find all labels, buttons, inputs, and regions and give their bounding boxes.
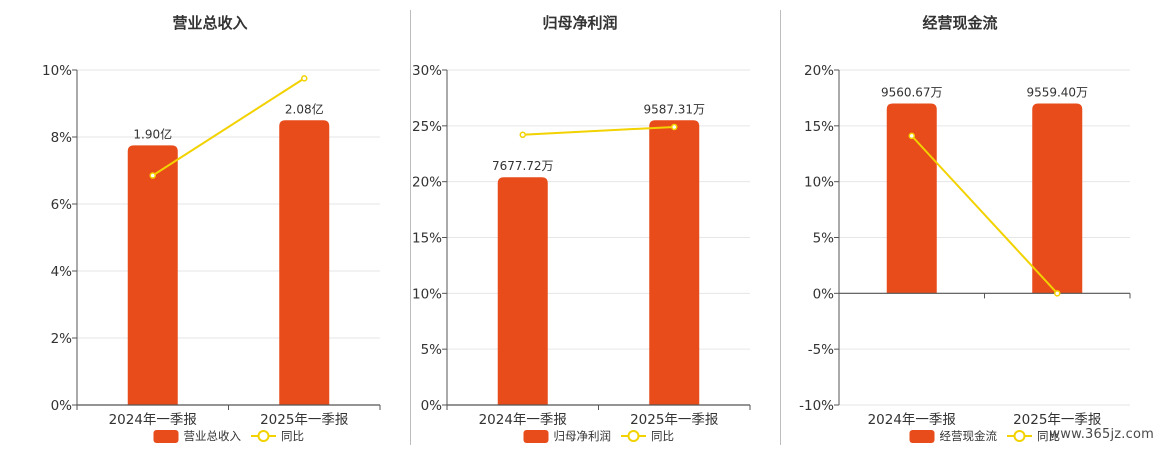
yoy-point [519,131,526,139]
chart-title: 营业总收入 [172,14,247,32]
yoy-line [152,77,305,177]
panel-divider [410,10,411,445]
watermark: www.365jz.com [1049,427,1154,442]
yoy-point [671,123,678,131]
y-tick-label: 15% [412,231,442,247]
y-tick-label: 20% [804,63,834,79]
yoy-line [522,125,675,136]
legend-line-marker [257,430,270,442]
bar [279,120,330,405]
y-tick-label: 20% [412,175,442,191]
yoy-point [1054,290,1061,297]
y-tick-label: 10% [804,175,834,191]
y-tick-label: 6% [51,197,73,213]
chart-title: 归母净利润 [542,14,617,32]
bar-data-label: 1.90亿 [133,126,172,141]
x-tick-label: 2024年一季报 [868,412,956,428]
legend-bar-label: 归母净利润 [554,429,612,443]
bar [886,103,937,294]
bar [127,145,178,405]
bar-data-label: 7677.72万 [492,159,554,173]
y-tick-label: 5% [421,342,443,358]
bar [1032,103,1083,294]
y-tick-label: -5% [808,342,834,358]
y-tick-label: 2% [51,331,73,347]
legend-line-label: 同比 [1037,429,1060,443]
x-tick-label: 2025年一季报 [1013,412,1101,428]
legend-bar-label: 经营现金流 [940,429,998,443]
y-tick-label: 0% [421,398,443,414]
chart-title: 经营现金流 [922,14,997,32]
legend-bar-swatch [153,430,179,443]
y-tick-label: 10% [42,63,72,79]
x-tick-label: 2025年一季报 [260,412,348,428]
y-tick-label: 15% [804,119,834,135]
y-tick-label: 5% [813,231,835,247]
legend-bar-swatch [909,430,935,443]
yoy-point [301,75,308,82]
yoy-line [911,135,1058,295]
x-tick-label: 2024年一季报 [479,412,567,428]
y-tick-label: 4% [51,264,73,280]
yoy-point [149,172,156,179]
y-tick-label: 25% [412,119,442,135]
y-tick-label: 30% [412,63,442,79]
y-tick-label: -10% [799,398,834,414]
x-tick-label: 2025年一季报 [630,412,718,428]
bar-data-label: 9560.67万 [881,86,943,100]
panel-divider [780,10,781,445]
bar [497,177,548,405]
legend-bar-swatch [523,430,549,443]
bar-data-label: 2.08亿 [285,101,324,116]
y-tick-label: 8% [51,130,73,146]
bar-data-label: 9587.31万 [643,102,705,116]
legend-line-marker [627,430,640,442]
legend-line-label: 同比 [281,429,304,443]
y-tick-label: 0% [51,398,73,414]
y-tick-label: 0% [813,286,835,302]
bar [649,120,700,405]
legend-line-marker [1013,430,1026,442]
yoy-point [908,132,915,140]
y-tick-label: 10% [412,286,442,302]
legend-line-label: 同比 [651,429,674,443]
x-tick-label: 2024年一季报 [109,412,197,428]
bar-data-label: 9559.40万 [1026,86,1088,100]
legend-bar-label: 营业总收入 [184,429,242,443]
